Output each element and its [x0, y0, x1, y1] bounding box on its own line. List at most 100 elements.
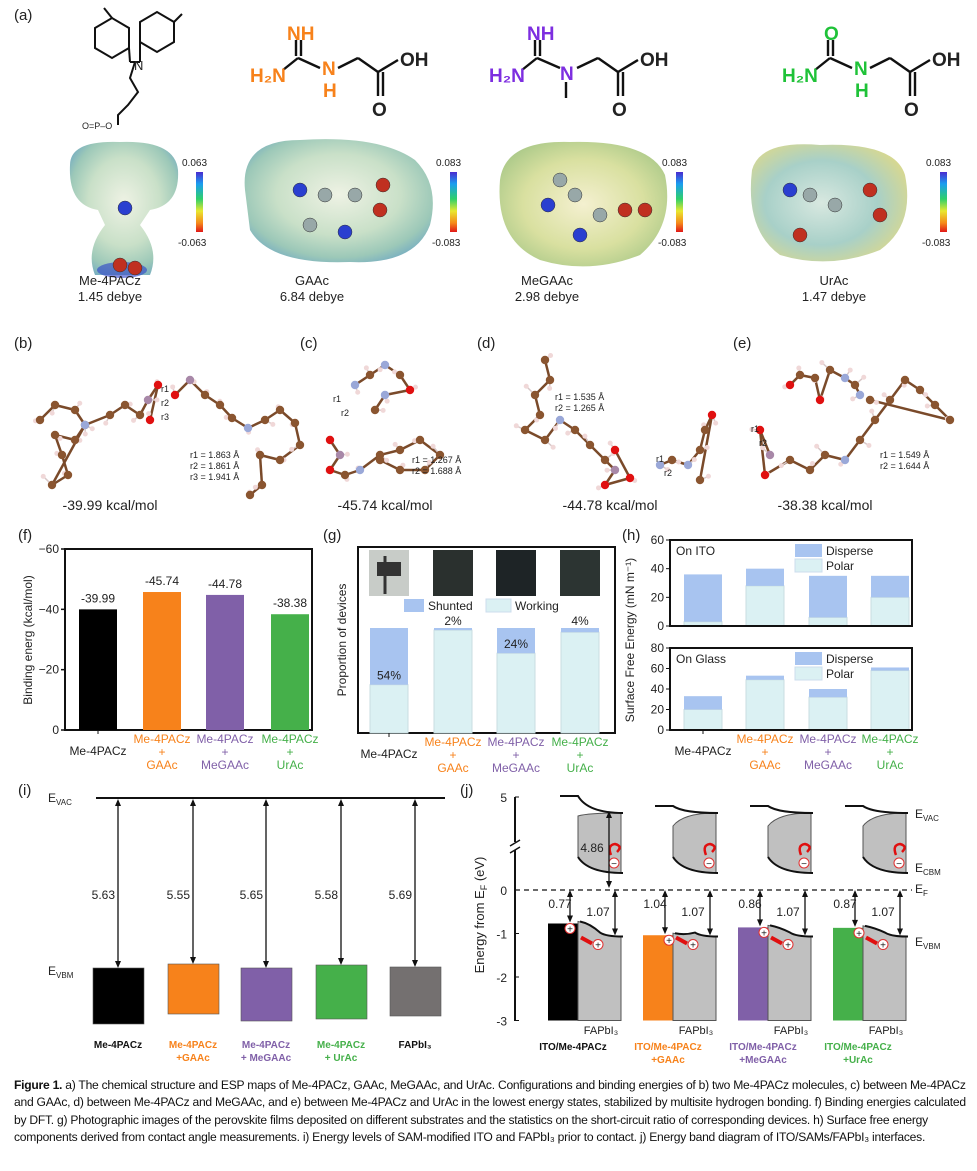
bond-length-label: r1 = 1.549 Å	[880, 450, 929, 460]
carbon-atom	[865, 395, 875, 405]
legend-label-polar: Polar	[826, 559, 854, 573]
carbon-atom	[275, 405, 285, 415]
carbon-atom	[695, 475, 705, 485]
hole-icon-sign: +	[761, 928, 767, 939]
carbon-atom	[70, 405, 80, 415]
category-label: Me-4PACz	[261, 732, 318, 746]
carbon-atom	[257, 480, 267, 490]
hydrogen-atom	[778, 463, 784, 469]
vbm-box	[167, 963, 220, 1015]
colorbar-min-label: -0.083	[922, 238, 951, 249]
y-tick-label: 0	[657, 619, 664, 633]
carbon-atom	[325, 435, 335, 445]
carbon-atom	[900, 375, 910, 385]
hydrogen-atom	[924, 403, 930, 409]
colorbar-max-label: 0.083	[436, 158, 461, 169]
carbon-atom	[825, 365, 835, 375]
bar-disperse	[871, 575, 909, 598]
bond	[604, 476, 631, 487]
ionization-value: 5.69	[389, 888, 413, 902]
y-tick-label: 40	[651, 562, 665, 576]
carbon-atom	[63, 470, 73, 480]
bond-length-label: r1 = 1.267 Å	[412, 455, 461, 465]
data-label: 24%	[504, 637, 528, 651]
atom-oh: OH	[932, 50, 961, 71]
atom-n-me4pacz: N	[134, 58, 143, 73]
hydrogen-atom	[713, 420, 719, 426]
esp-colorbar	[450, 172, 457, 232]
esp-colorbar	[676, 172, 683, 232]
bar-working	[433, 629, 473, 734]
electron-icon	[703, 857, 715, 869]
atom-phosphonic: O=P–O	[82, 121, 112, 131]
film-photo	[496, 550, 536, 596]
interface-label: ITO/Me-4PACz	[729, 1042, 796, 1053]
atom-sphere	[872, 207, 888, 223]
category-label: MeGAAc	[492, 761, 540, 775]
carbon-atom	[57, 450, 67, 460]
hydrogen-atom	[412, 438, 418, 444]
category-label: +	[824, 745, 831, 759]
bar	[143, 592, 181, 730]
electron-blocking-arrow-icon	[893, 842, 906, 856]
category-label: +	[576, 748, 583, 762]
figure-caption: Figure 1. a) The chemical structure and …	[14, 1077, 969, 1147]
vac-cbm-band-edges	[560, 795, 624, 874]
y-axis-label-sub: F	[479, 884, 489, 890]
legend-swatch-polar	[794, 666, 823, 681]
structure-megaac: NH H₂N N OH O	[489, 24, 669, 121]
interface-label-line2: +GAAc	[651, 1055, 685, 1066]
film-photo-patch	[377, 562, 401, 576]
caption-text: a) The chemical structure and ESP maps o…	[14, 1078, 966, 1145]
carbon-atom	[153, 380, 163, 390]
dipole-moment: 2.98 debye	[515, 289, 579, 304]
sam-block	[833, 927, 863, 1021]
atom-oh: OH	[400, 50, 429, 71]
electron-icon-sign: −	[896, 859, 902, 870]
ecbm-label: ECBM	[915, 861, 941, 877]
hydrogen-atom	[607, 440, 613, 446]
atom-h: H	[855, 81, 869, 102]
carbon-atom	[200, 390, 210, 400]
colorbars: 0.063 -0.063 0.083 -0.083 0.083 -0.083 0.083 -0…	[178, 158, 951, 249]
carbon-atom	[667, 455, 677, 465]
atom-sphere	[617, 202, 633, 218]
carbon-atom	[765, 450, 775, 460]
vbm-band-edge	[674, 931, 719, 938]
category-label: +	[221, 745, 228, 759]
electron-blocking-arrow-icon	[608, 842, 621, 856]
carbon-atom	[70, 435, 80, 445]
legend-swatch-disperse	[795, 652, 822, 665]
atom-sphere	[592, 207, 608, 223]
carbon-atom	[540, 355, 550, 365]
data-label: 54%	[377, 669, 401, 683]
bond	[148, 384, 160, 421]
atom-sphere	[347, 187, 363, 203]
sam-offset-value: 0.77	[548, 897, 572, 911]
dipole-moment: 6.84 debye	[280, 289, 344, 304]
y-tick-label: 20	[651, 703, 665, 717]
atom-sphere	[292, 182, 308, 198]
hydrogen-atom	[760, 445, 766, 451]
category-label: +	[449, 748, 456, 762]
hydrogen-atom	[550, 444, 556, 450]
evbm-label: EVBM	[915, 935, 941, 951]
electron-icon	[893, 857, 905, 869]
carbon-atom	[215, 400, 225, 410]
bond-tag: r1	[333, 394, 341, 404]
bar-polar	[745, 585, 785, 627]
energy-levels-diagram: EVAC EVBM 5.63 Me-4PACz 5.55 Me-4PACz +GAAc 5.6…	[48, 791, 445, 1064]
film-photo	[560, 550, 600, 596]
carbon-atom	[785, 380, 795, 390]
carbon-atom	[365, 370, 375, 380]
atom-sphere	[782, 182, 798, 198]
y-tick-label: −60	[39, 542, 60, 556]
carbon-atom	[145, 415, 155, 425]
structure-urac: O H₂N N H OH O	[782, 24, 961, 121]
atom-sphere	[827, 197, 843, 213]
hydrogen-atom	[131, 417, 137, 423]
evbm-subscript: VBM	[56, 971, 74, 980]
item-label-line2: + UrAc	[325, 1053, 358, 1064]
atom-sphere	[117, 200, 133, 216]
